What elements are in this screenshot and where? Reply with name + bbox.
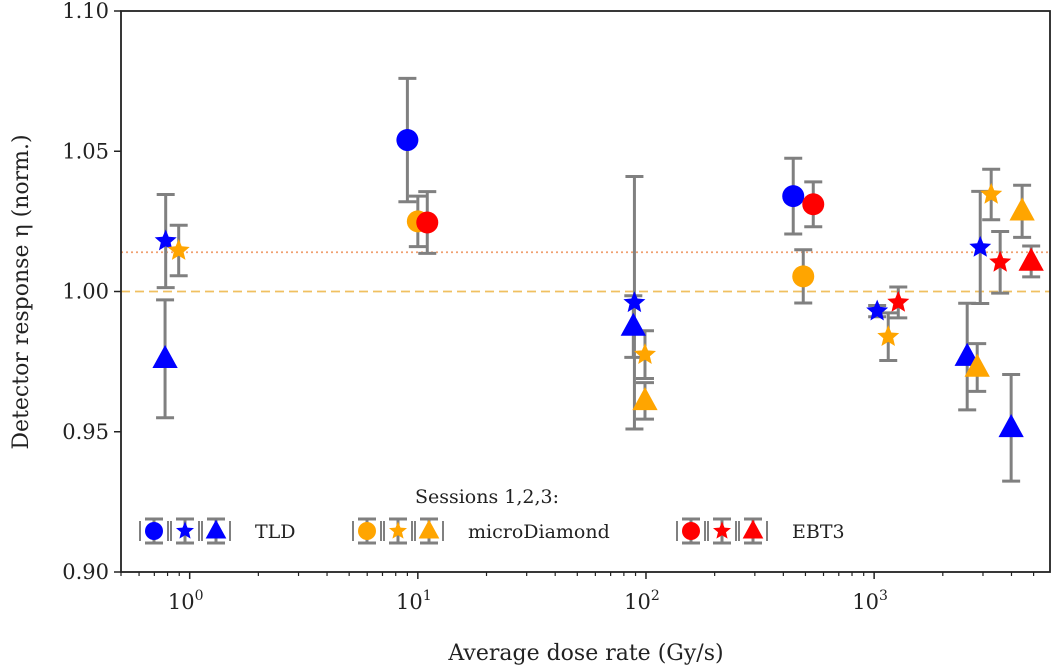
legend-entry-microdiamond: microDiamond	[352, 517, 610, 545]
y-axis-label: Detector response η (norm.)	[9, 134, 34, 449]
tld-triangle-point	[152, 344, 178, 369]
microdiamond-triangle-point	[632, 387, 658, 411]
ebt3-circle-point	[802, 193, 825, 216]
x-axis-ticks: 100 101 102 103	[120, 572, 1035, 614]
microdiamond-triangle-point	[1009, 197, 1035, 221]
legend-label: microDiamond	[468, 521, 610, 543]
legend-circle-marker	[682, 522, 700, 540]
tld-star-point	[154, 229, 177, 251]
legend-triangle-marker	[742, 519, 764, 539]
legend-star-marker	[713, 521, 731, 539]
legend: Sessions 1,2,3: TLD microDiamond EBT3	[139, 486, 845, 545]
legend-circle-marker	[358, 522, 376, 540]
legend-circle-marker	[145, 522, 163, 540]
reference-lines	[121, 251, 1050, 293]
tld-star-point	[623, 291, 646, 313]
tld-circle-point	[396, 129, 419, 152]
y-axis-ticks: 0.90 0.95 1.00 1.05 1.10	[62, 0, 121, 584]
tld-triangle-point	[954, 342, 980, 366]
legend-star-marker	[389, 521, 407, 539]
error-bars	[156, 76, 1041, 483]
microdiamond-star-point	[167, 239, 190, 260]
x-tick-label: 101	[396, 588, 432, 614]
microdiamond-triangle-point	[964, 353, 990, 377]
markers	[152, 129, 1044, 438]
microdiamond-circle-point	[792, 265, 815, 288]
legend-label: TLD	[255, 521, 296, 543]
tld-triangle-point	[620, 312, 646, 336]
legend-title: Sessions 1,2,3:	[415, 486, 559, 508]
tld-triangle-point	[998, 413, 1024, 438]
legend-star-marker	[176, 521, 194, 539]
ebt3-triangle-point	[1018, 247, 1044, 271]
x-axis-label: Average dose rate (Gy/s)	[447, 641, 723, 666]
y-tick-label: 1.00	[62, 280, 109, 304]
microdiamond-star-point	[634, 343, 656, 364]
x-tick-label: 103	[852, 588, 888, 614]
y-tick-label: 0.95	[62, 420, 109, 444]
microdiamond-star-point	[980, 182, 1003, 204]
microdiamond-star-point	[877, 325, 900, 346]
y-tick-label: 1.05	[62, 139, 109, 163]
legend-entry-ebt3: EBT3	[676, 517, 845, 545]
legend-label: EBT3	[792, 521, 845, 543]
tld-circle-point	[782, 185, 805, 208]
data-points	[152, 76, 1044, 483]
ebt3-circle-point	[416, 211, 439, 234]
y-tick-label: 0.90	[62, 560, 109, 584]
legend-triangle-marker	[205, 519, 227, 539]
tld-star-point	[969, 235, 992, 257]
x-tick-label: 100	[168, 588, 204, 614]
ebt3-star-point	[989, 250, 1012, 272]
legend-triangle-marker	[418, 519, 440, 539]
x-tick-label: 102	[624, 588, 660, 614]
tld-star-point	[866, 299, 889, 321]
ebt3-star-point	[887, 290, 910, 312]
y-tick-label: 1.10	[62, 0, 109, 23]
legend-entry-tld: TLD	[139, 517, 296, 545]
